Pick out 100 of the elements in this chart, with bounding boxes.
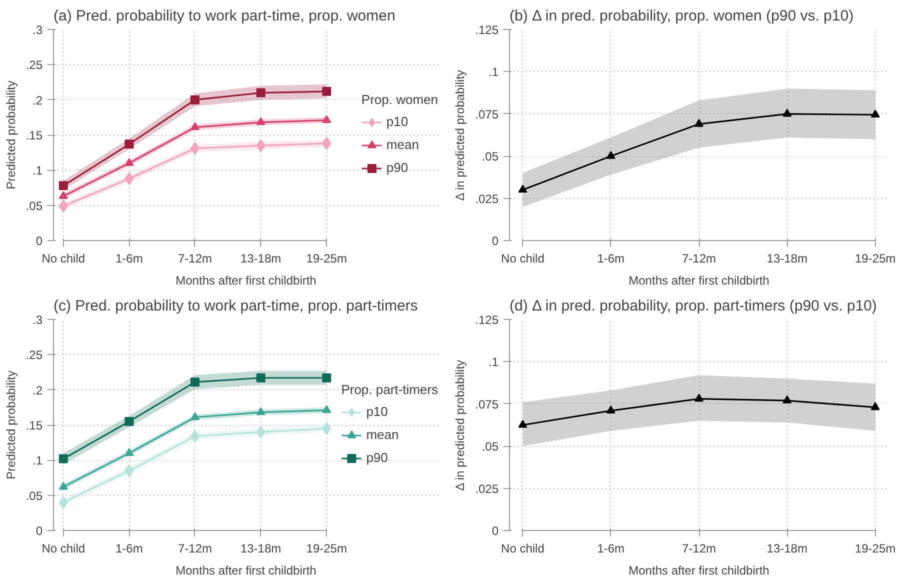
point bbox=[694, 394, 704, 402]
y-axis-title: Δ in predicted probability bbox=[453, 70, 468, 201]
y-axis-title: Predicted probability bbox=[4, 370, 18, 480]
x-tick-label: 19-25m bbox=[854, 542, 896, 556]
point bbox=[190, 378, 200, 387]
x-tick-label: 7-12m bbox=[682, 252, 716, 266]
x-tick-label: No child bbox=[42, 252, 86, 266]
y-tick-label: .3 bbox=[32, 313, 43, 327]
legend-label: p10 bbox=[366, 404, 388, 419]
y-tick-label: .05 bbox=[26, 488, 43, 503]
legend-label: mean bbox=[386, 137, 419, 152]
y-tick-label: .025 bbox=[475, 482, 499, 496]
legend-title: Prop. women bbox=[361, 92, 438, 106]
y-tick-label: .05 bbox=[482, 440, 499, 454]
x-tick-label: 1-6m bbox=[597, 542, 625, 556]
chart-title: (a) Pred. probability to work part-time, prop. women bbox=[54, 8, 396, 24]
point bbox=[190, 430, 200, 443]
chart-title: (d) Δ in pred. probability, prop. part-timers (p90 vs. p10) bbox=[510, 298, 877, 314]
y-tick-label: 0 bbox=[492, 524, 499, 538]
y-tick-label: .1 bbox=[32, 454, 43, 468]
point bbox=[58, 200, 68, 213]
x-axis-title: Months after first childbirth bbox=[176, 274, 316, 288]
point bbox=[606, 150, 616, 159]
x-tick-label: 19-25m bbox=[306, 252, 347, 266]
point bbox=[190, 122, 200, 130]
x-axis-title: Months after first childbirth bbox=[628, 274, 770, 288]
point bbox=[256, 139, 266, 152]
point bbox=[322, 405, 332, 414]
y-tick-label: .15 bbox=[26, 418, 43, 432]
x-tick-label: 13-18m bbox=[766, 252, 808, 266]
x-tick-label: 1-6m bbox=[116, 542, 143, 556]
point bbox=[190, 95, 200, 104]
y-tick-label: .075 bbox=[475, 107, 499, 122]
x-tick-label: 7-12m bbox=[178, 542, 212, 556]
y-tick-label: .1 bbox=[488, 355, 499, 370]
y-tick-label: .25 bbox=[26, 58, 43, 72]
y-tick-label: .05 bbox=[26, 198, 43, 213]
legend-label: p90 bbox=[386, 160, 408, 175]
point bbox=[322, 373, 332, 382]
point bbox=[870, 110, 880, 118]
point bbox=[256, 373, 266, 382]
legend-label: p90 bbox=[366, 450, 388, 465]
point bbox=[256, 407, 266, 416]
point bbox=[190, 412, 200, 420]
x-tick-label: 19-25m bbox=[854, 252, 896, 266]
y-tick-label: .075 bbox=[475, 397, 499, 412]
point bbox=[518, 420, 528, 428]
y-tick-label: .25 bbox=[26, 348, 43, 362]
y-tick-label: .3 bbox=[32, 23, 43, 37]
y-tick-label: .05 bbox=[482, 150, 499, 164]
y-axis-title: Predicted probability bbox=[4, 80, 18, 190]
y-tick-label: .125 bbox=[475, 313, 499, 327]
point bbox=[782, 108, 792, 117]
x-tick-label: No child bbox=[501, 252, 544, 266]
point bbox=[322, 115, 332, 124]
point bbox=[322, 136, 332, 150]
point bbox=[256, 117, 266, 126]
y-tick-label: .125 bbox=[475, 23, 499, 37]
point bbox=[322, 86, 332, 96]
x-tick-label: 7-12m bbox=[682, 542, 716, 556]
y-tick-label: .2 bbox=[32, 93, 43, 108]
point bbox=[124, 172, 134, 186]
point bbox=[782, 395, 792, 404]
point bbox=[256, 88, 266, 98]
x-tick-label: 1-6m bbox=[116, 252, 143, 266]
point bbox=[694, 118, 704, 127]
y-axis-title: Δ in predicted probability bbox=[453, 360, 468, 491]
y-tick-label: .1 bbox=[488, 65, 499, 80]
point bbox=[190, 142, 200, 155]
point bbox=[256, 426, 266, 439]
x-tick-label: 19-25m bbox=[306, 542, 347, 556]
y-tick-label: 0 bbox=[36, 234, 43, 248]
x-tick-label: 13-18m bbox=[766, 542, 808, 556]
point bbox=[124, 158, 134, 166]
y-tick-label: .025 bbox=[475, 192, 499, 206]
x-axis-title: Months after first childbirth bbox=[176, 564, 316, 578]
y-tick-label: .1 bbox=[32, 164, 43, 178]
point bbox=[606, 406, 616, 414]
x-tick-label: 13-18m bbox=[240, 542, 282, 556]
y-tick-label: .2 bbox=[32, 383, 43, 398]
y-tick-label: .15 bbox=[26, 128, 43, 142]
x-tick-label: 1-6m bbox=[597, 252, 625, 266]
y-tick-label: 0 bbox=[36, 524, 43, 538]
point bbox=[124, 140, 134, 149]
x-tick-label: No child bbox=[501, 542, 544, 556]
chart-title: (b) Δ in pred. probability, prop. women (p90 vs. p10) bbox=[510, 8, 854, 24]
x-tick-label: 13-18m bbox=[240, 252, 282, 266]
x-tick-label: No child bbox=[42, 542, 86, 556]
x-axis-title: Months after first childbirth bbox=[628, 564, 770, 578]
point bbox=[518, 184, 528, 193]
chart-title: (c) Pred. probability to work part-time, prop. part-timers bbox=[54, 298, 418, 314]
legend-label: mean bbox=[366, 427, 399, 442]
x-tick-label: 7-12m bbox=[178, 252, 212, 266]
point bbox=[124, 448, 134, 456]
legend-title: Prop. part-timers bbox=[341, 382, 438, 396]
point bbox=[124, 416, 134, 426]
point bbox=[870, 402, 880, 410]
point bbox=[322, 422, 332, 436]
y-tick-label: 0 bbox=[492, 234, 499, 248]
legend-label: p10 bbox=[386, 114, 408, 129]
